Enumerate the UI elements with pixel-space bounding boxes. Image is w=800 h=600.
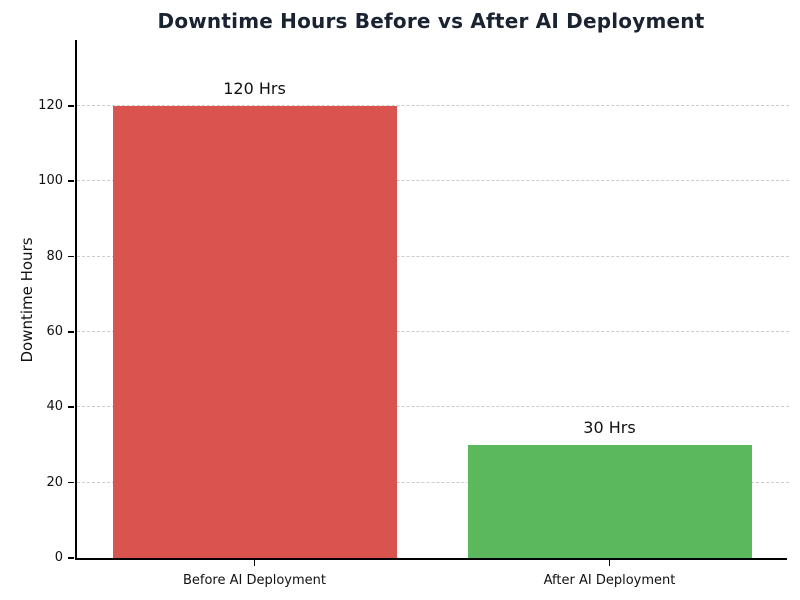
bar-value-label: 30 Hrs: [583, 417, 636, 437]
plot-area: 120 Hrs 30 Hrs 0 20 40 60 80 100 120 Before AI D…: [38, 40, 789, 588]
y-tick-label: 60: [46, 323, 63, 339]
y-tick-label: 40: [46, 399, 63, 415]
gridline: [77, 255, 789, 257]
y-tick-label: 20: [46, 474, 63, 490]
gridline: [77, 481, 789, 483]
y-tick-mark: [68, 255, 74, 258]
y-tick-label: 0: [54, 550, 63, 565]
gridline: [77, 180, 789, 182]
bar-value-label: 120 Hrs: [223, 78, 286, 98]
y-tick-label: 120: [38, 97, 63, 113]
y-tick-label: 80: [46, 248, 63, 264]
y-tick-mark: [68, 104, 74, 107]
gridline: [77, 406, 789, 408]
bar-before-ai-deployment: [112, 105, 397, 558]
axis-layer: 0 20 40 60 80 100 120 Before AI Deployment After…: [38, 40, 787, 588]
y-tick-mark: [68, 481, 74, 484]
bar-after-ai-deployment: [467, 444, 752, 558]
grid-layer: [77, 40, 789, 558]
y-tick-mark: [68, 330, 74, 333]
gridline: [77, 104, 789, 106]
x-tick-mark: [608, 560, 611, 566]
chart-title: Downtime Hours Before vs After AI Deploy…: [157, 9, 705, 33]
y-tick-label: 100: [38, 173, 63, 189]
gridline: [77, 330, 789, 332]
y-tick-mark: [68, 180, 74, 183]
x-tick-mark: [253, 560, 256, 566]
bars-layer: 120 Hrs 30 Hrs: [77, 40, 787, 558]
y-tick-mark: [68, 557, 74, 559]
y-tick-mark: [68, 406, 74, 409]
x-tick-label: After AI Deployment: [543, 573, 676, 588]
x-tick-label: Before AI Deployment: [182, 573, 326, 588]
